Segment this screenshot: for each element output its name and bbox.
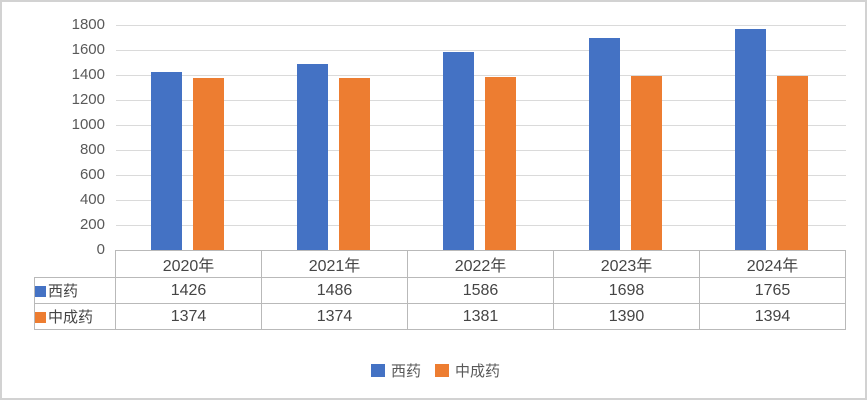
gridline	[116, 50, 846, 51]
y-axis-tick-label: 400	[79, 191, 105, 208]
table-value-cell-s0-c2: 1586	[407, 277, 554, 304]
series-color-swatch-icon	[35, 312, 46, 323]
bar-s1-c2	[485, 77, 516, 250]
table-value-cell-s1-c3: 1390	[553, 303, 700, 330]
gridline	[116, 200, 846, 201]
bar-s1-c1	[339, 78, 370, 250]
legend-color-swatch-icon	[370, 363, 385, 377]
plot-area: 0 200 400 600 800 1000 1200 1400 1600 1800	[2, 2, 865, 258]
bar-s0-c3	[589, 37, 620, 250]
data-table: 2020年 2021年 2022年 2023年 2024年 西药 1426 1486 1586 1…	[34, 250, 846, 330]
legend-color-swatch-icon	[435, 363, 449, 377]
bar-s1-c0	[193, 78, 224, 250]
y-axis-tick-label: 200	[79, 216, 105, 233]
gridline	[116, 75, 846, 76]
gridline	[116, 225, 846, 226]
y-axis-tick-label: 600	[79, 166, 105, 183]
table-header-row: 2020年 2021年 2022年 2023年 2024年	[35, 250, 846, 278]
legend-item-s1: 中成药	[435, 360, 500, 381]
table-row-s0: 西药 1426 1486 1586 1698 1765	[34, 277, 846, 304]
table-value-cell-s1-c0: 1374	[115, 303, 262, 330]
table-series-label-cell: 中成药	[34, 303, 116, 330]
legend-label: 西药	[390, 362, 421, 380]
table-header-cell-3: 2023年	[553, 250, 700, 278]
table-header-cell-1: 2021年	[261, 250, 408, 278]
y-axis-tick-label: 1000	[71, 116, 105, 133]
series-color-swatch-icon	[35, 286, 46, 297]
y-axis-tick-label: 1200	[71, 91, 105, 108]
table-value-cell-s1-c2: 1381	[407, 303, 554, 330]
table-corner-cell	[35, 251, 116, 278]
bar-s1-c4	[777, 75, 808, 250]
table-header-cell-2: 2022年	[407, 250, 554, 278]
bar-s0-c1	[297, 64, 328, 250]
gridline	[116, 150, 846, 151]
table-value-cell-s0-c0: 1426	[115, 277, 262, 304]
y-axis-tick-label: 0	[96, 241, 105, 258]
legend-label: 中成药	[455, 362, 501, 380]
table-series-label-cell: 西药	[34, 277, 116, 304]
bar-s0-c2	[443, 51, 474, 250]
table-value-cell-s0-c1: 1486	[261, 277, 408, 304]
table-value-cell-s1-c1: 1374	[261, 303, 408, 330]
gridline	[116, 125, 846, 126]
legend-item-s0: 西药	[370, 360, 421, 381]
gridline	[116, 100, 846, 101]
bar-s0-c4	[735, 29, 766, 250]
table-value-cell-s0-c4: 1765	[699, 277, 846, 304]
table-row-s1: 中成药 1374 1374 1381 1390 1394	[34, 303, 846, 330]
y-axis-tick-label: 800	[79, 141, 105, 158]
legend: 西药 中成药	[2, 358, 865, 382]
gridline	[116, 25, 846, 26]
table-header-cell-4: 2024年	[699, 250, 846, 278]
table-header-cell-0: 2020年	[115, 250, 262, 278]
y-axis-tick-label: 1800	[71, 16, 105, 33]
y-axis-tick-label: 1600	[71, 41, 105, 58]
y-axis-tick-label: 1400	[71, 66, 105, 83]
table-value-cell-s0-c3: 1698	[553, 277, 700, 304]
bar-s0-c0	[151, 71, 182, 250]
bar-s1-c3	[631, 76, 662, 250]
table-value-cell-s1-c4: 1394	[699, 303, 846, 330]
gridline	[116, 175, 846, 176]
